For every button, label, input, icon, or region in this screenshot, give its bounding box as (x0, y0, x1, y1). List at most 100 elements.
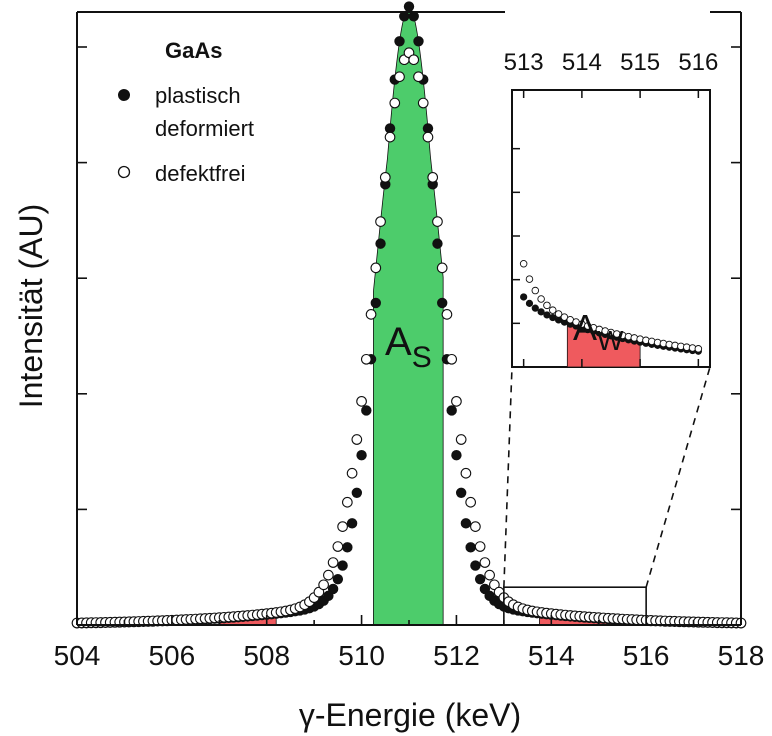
inset-point-deformiert (525, 299, 534, 307)
inset-point-defektfrei (537, 295, 545, 303)
legend-entry-1-line1: plastisch (155, 83, 241, 108)
point-defektfrei-78 (441, 309, 453, 320)
point-defektfrei-88 (489, 579, 500, 591)
point-defektfrei-55 (332, 541, 344, 552)
point-defektfrei-74 (422, 131, 434, 143)
point-defektfrei-66 (384, 131, 396, 143)
inset-point-deformiert (531, 304, 539, 312)
point-defektfrei-54 (327, 557, 339, 568)
point-deformiert-85 (474, 573, 486, 585)
point-defektfrei-86 (479, 557, 491, 568)
point-defektfrei-82 (460, 467, 472, 479)
point-defektfrei-64 (375, 216, 386, 227)
point-defektfrei-59 (351, 434, 363, 445)
inset-point-defektfrei (525, 275, 534, 283)
point-deformiert-80 (451, 449, 462, 461)
point-deformiert-68 (394, 36, 405, 47)
point-deformiert-63 (370, 297, 382, 309)
x-tick-label-7: 518 (718, 640, 765, 671)
point-defektfrei-56 (337, 521, 348, 532)
inset-point-deformiert (537, 308, 545, 316)
point-defektfrei-52 (318, 579, 329, 591)
inset-point-defektfrei (531, 286, 540, 295)
connector-right (645, 366, 711, 588)
point-deformiert-61 (361, 405, 372, 416)
main-y-ticks (77, 46, 741, 511)
legend-entry-1-line2: deformiert (155, 116, 254, 141)
inset-point-defektfrei (519, 259, 528, 268)
point-deformiert-59 (351, 487, 363, 499)
inset-point-deformiert (543, 311, 551, 319)
point-deformiert-83 (465, 542, 476, 553)
inset-x-tick-label-2: 515 (620, 49, 660, 76)
legend-title: GaAs (165, 38, 222, 63)
point-defektfrei-80 (451, 395, 462, 407)
point-deformiert-64 (375, 238, 386, 249)
point-defektfrei-57 (341, 496, 353, 508)
inset-x-tick-label-0: 513 (504, 49, 544, 76)
point-defektfrei-61 (360, 353, 372, 365)
point-deformiert-77 (437, 297, 448, 309)
point-deformiert-54 (327, 583, 339, 595)
inset-point-defektfrei (694, 345, 703, 353)
point-defektfrei-87 (484, 569, 495, 581)
point-defektfrei-58 (346, 467, 358, 479)
point-defektfrei-60 (356, 395, 367, 407)
inset-plot: 513 514 515 516 (503, 49, 718, 588)
point-deformiert-55 (332, 573, 344, 585)
x-tick-label-6: 516 (623, 640, 670, 671)
point-defektfrei-72 (413, 71, 424, 83)
legend-entry-2: defektfrei (155, 161, 246, 186)
point-defektfrei-83 (465, 496, 477, 508)
shaded-region-0 (373, 6, 444, 626)
aw-region-label: AW (573, 307, 624, 356)
legend-open-marker (117, 165, 131, 179)
point-deformiert-72 (413, 36, 424, 47)
x-tick-label-4: 512 (433, 640, 480, 671)
point-deformiert-79 (446, 405, 457, 416)
point-defektfrei-62 (365, 309, 377, 320)
point-defektfrei-53 (323, 569, 334, 581)
inset-x-tick-label-3: 516 (678, 49, 718, 76)
point-defektfrei-65 (379, 171, 391, 183)
point-defektfrei-71 (408, 54, 420, 66)
point-defektfrei-75 (427, 171, 439, 183)
point-defektfrei-85 (474, 541, 486, 552)
inset-point-defektfrei (543, 301, 551, 310)
point-defektfrei-67 (389, 97, 401, 109)
point-defektfrei-68 (394, 71, 405, 83)
point-deformiert-82 (460, 518, 472, 529)
point-deformiert-60 (356, 449, 367, 461)
point-defektfrei-81 (455, 434, 467, 445)
x-axis-label: γ-Energie (keV) (299, 697, 521, 733)
legend-filled-marker (118, 89, 130, 101)
x-tick-label-0: 504 (54, 640, 101, 671)
point-deformiert-58 (346, 518, 358, 529)
point-defektfrei-77 (436, 262, 448, 274)
connector-left (503, 366, 513, 588)
point-defektfrei-63 (370, 262, 382, 274)
point-defektfrei-84 (470, 521, 481, 532)
inset-x-tick-label-1: 514 (562, 49, 602, 76)
x-tick-label-3: 510 (338, 640, 385, 671)
point-defektfrei-76 (432, 216, 443, 227)
point-deformiert-56 (337, 560, 348, 571)
point-deformiert-76 (432, 238, 443, 249)
x-tick-label-2: 508 (243, 640, 290, 671)
as-region-label: AS (385, 320, 432, 374)
inset-point-deformiert (520, 293, 528, 301)
point-defektfrei-79 (446, 353, 458, 365)
point-deformiert-81 (455, 487, 467, 499)
point-deformiert-57 (342, 542, 353, 553)
y-axis-label: Intensität (AU) (13, 204, 49, 409)
point-defektfrei-51 (313, 586, 325, 598)
x-tick-label-5: 514 (528, 640, 575, 671)
point-deformiert-70 (403, 1, 415, 12)
inset-point-defektfrei (549, 306, 557, 314)
inset-point-defektfrei (554, 310, 563, 318)
main-x-ticks: 504 506 508 510 512 514 516 518 (54, 615, 765, 671)
legend: GaAs plastisch deformiert defektfrei (117, 38, 254, 186)
x-tick-label-1: 506 (148, 640, 195, 671)
point-deformiert-84 (470, 560, 481, 571)
